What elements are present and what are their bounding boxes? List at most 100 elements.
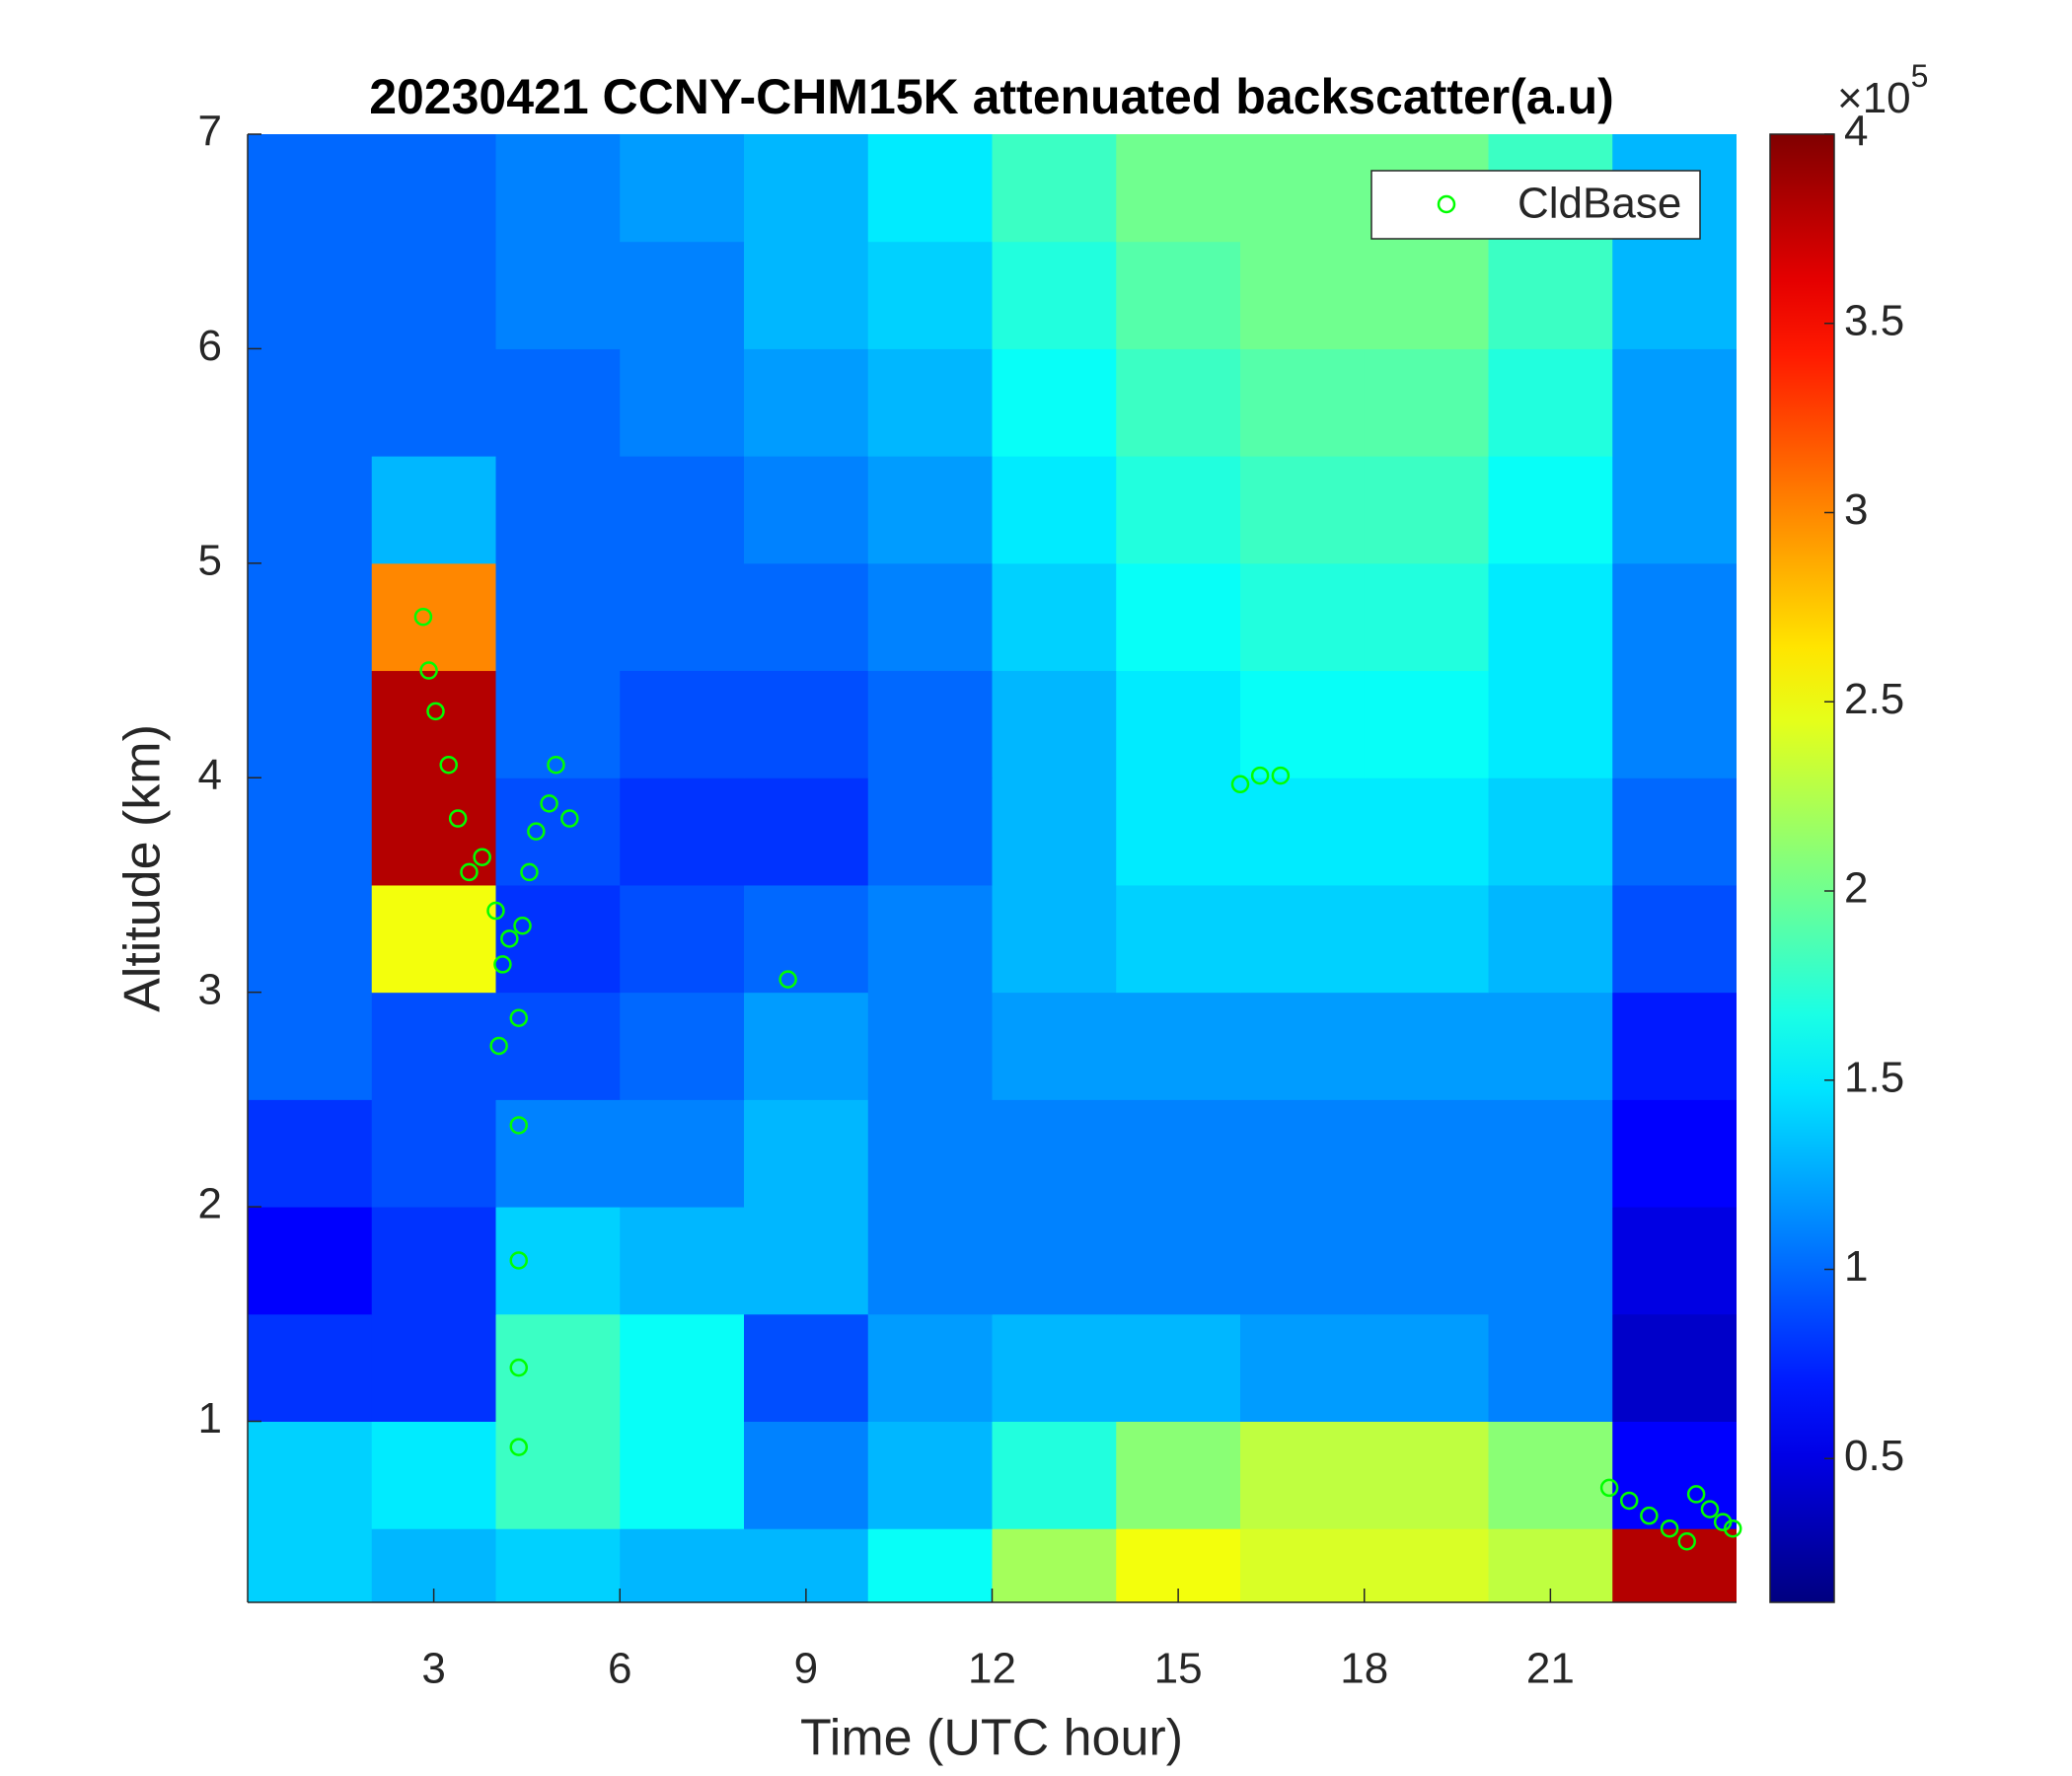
heat-cell [495, 562, 621, 672]
heat-cell [1116, 134, 1241, 243]
heat-cell [1240, 456, 1366, 564]
heat-cell [495, 1207, 621, 1315]
cloud-base-point [489, 1036, 508, 1056]
cloud-base-point [486, 901, 505, 921]
colorbar-tick-label: 4 [1844, 108, 1868, 156]
heat-cell [620, 1099, 745, 1208]
heat-cell [371, 562, 496, 672]
colorbar-tick-label: 3 [1844, 485, 1868, 534]
heat-cell [744, 1421, 869, 1529]
x-tick-label: 3 [421, 1645, 445, 1693]
heat-cell [620, 884, 745, 994]
y-axis-label: Altitude (km) [114, 724, 172, 1012]
cloud-base-point [540, 794, 558, 813]
heat-cell [248, 670, 373, 778]
heat-cell [495, 456, 621, 564]
heat-cell [1240, 1099, 1366, 1208]
x-tick-label: 6 [608, 1645, 631, 1693]
heat-cell [1240, 1528, 1366, 1602]
heat-cell [744, 777, 869, 886]
heat-cell [1488, 456, 1613, 564]
heat-cell [1240, 134, 1366, 243]
heat-cell [992, 134, 1117, 243]
y-tick-label: 1 [198, 1394, 222, 1443]
heat-cell [992, 1099, 1117, 1208]
heat-cell [744, 562, 869, 672]
heat-cell [867, 348, 993, 457]
heat-cell [620, 348, 745, 457]
colorbar: 0.5 1 1.5 2 2.5 3 3.5 4 [1769, 108, 1904, 1603]
colorbar-tick-label: 1.5 [1844, 1053, 1904, 1101]
x-axis-label: Time (UTC hour) [800, 1710, 1183, 1767]
cloud-base-point [500, 929, 519, 948]
heat-cell [867, 992, 993, 1100]
heat-cell [1612, 1099, 1737, 1208]
heat-cell [1612, 992, 1737, 1100]
legend: CldBase [1370, 170, 1701, 240]
heat-cell [867, 1207, 993, 1315]
heat-cell [371, 670, 496, 778]
heat-cell [1364, 456, 1489, 564]
cloud-base-point [1723, 1518, 1742, 1538]
cloud-base-point [1660, 1518, 1679, 1538]
heat-cell [1240, 1421, 1366, 1529]
heat-cell [1488, 562, 1613, 672]
cloud-base-point [1640, 1506, 1659, 1525]
heat-cell [1612, 1421, 1737, 1529]
heat-cell [620, 241, 745, 349]
x-tick-label: 21 [1526, 1645, 1575, 1693]
heat-cell [620, 1528, 745, 1602]
heat-cell [867, 562, 993, 672]
heat-cell [867, 1528, 993, 1602]
colorbar-multiplier: ×105 [1837, 58, 1928, 121]
heat-cell [744, 1099, 869, 1208]
cloud-base-point [520, 862, 539, 882]
heat-cell [248, 456, 373, 564]
heat-cell [1240, 884, 1366, 994]
heat-cell [1612, 241, 1737, 349]
cloud-base-point [509, 1358, 529, 1377]
heat-cell [744, 992, 869, 1100]
heat-cell [992, 241, 1117, 349]
heat-cell [1612, 1528, 1737, 1602]
heat-cell [1116, 1207, 1241, 1315]
heat-cell [371, 1421, 496, 1529]
heat-cell [371, 1207, 496, 1315]
heat-cell [620, 670, 745, 778]
heat-cell [1116, 241, 1241, 349]
heat-cell [992, 348, 1117, 457]
heat-cell [1116, 562, 1241, 672]
cloud-base-point [509, 1008, 529, 1028]
heat-cell [495, 1421, 621, 1529]
heat-cell [1488, 1099, 1613, 1208]
heat-cell [1364, 1313, 1489, 1423]
colorbar-tick-label: 2 [1844, 864, 1868, 913]
cloud-base-point [493, 955, 512, 974]
heat-cell [1116, 777, 1241, 886]
x-tick-label: 12 [968, 1645, 1016, 1693]
heat-cell [495, 1099, 621, 1208]
heat-cell [992, 1421, 1117, 1529]
heat-cell [744, 884, 869, 994]
heat-cell [1116, 1099, 1241, 1208]
heat-cell [1612, 562, 1737, 672]
heat-cell [1116, 348, 1241, 457]
heat-cell [248, 1099, 373, 1208]
heat-cell [867, 670, 993, 778]
heat-cell [495, 348, 621, 457]
multiplier: ×10 [1837, 74, 1911, 122]
x-tick-label: 18 [1340, 1645, 1388, 1693]
heat-cell [867, 777, 993, 886]
scatter-layer [413, 607, 1742, 1551]
cloud-base-point [1619, 1491, 1639, 1511]
heat-cell [1364, 992, 1489, 1100]
heat-cell [1364, 348, 1489, 457]
heat-cell [744, 670, 869, 778]
heat-cell [1488, 777, 1613, 886]
heat-cell [620, 1313, 745, 1423]
heat-cell [1364, 1207, 1489, 1315]
heat-cell [992, 1528, 1117, 1602]
